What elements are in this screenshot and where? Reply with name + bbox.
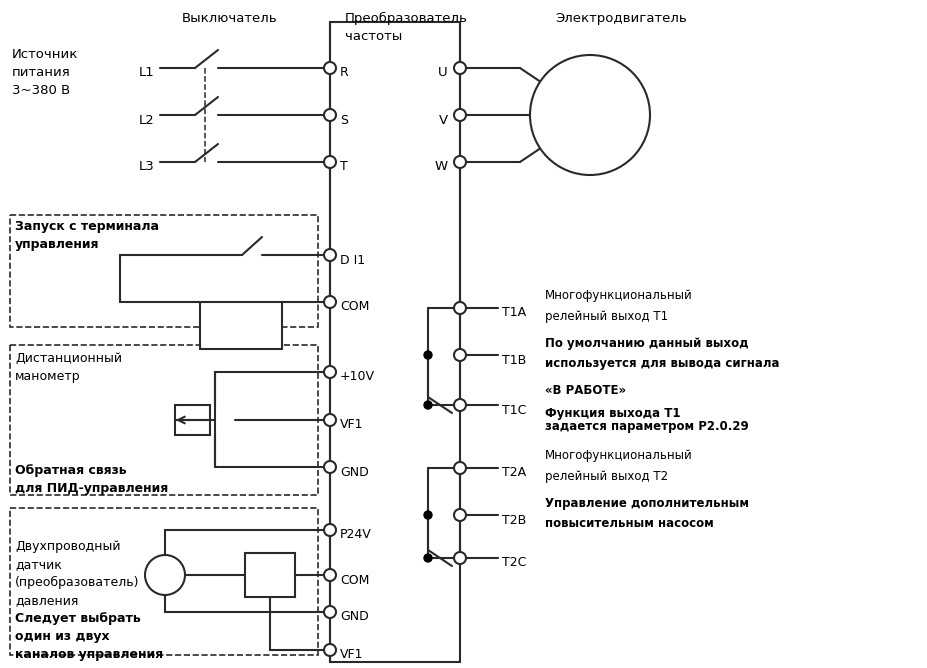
Bar	[175, 405, 210, 435]
Text: T: T	[339, 160, 348, 174]
Text: VF1: VF1	[339, 649, 363, 661]
Circle shape	[324, 62, 336, 74]
Circle shape	[324, 644, 336, 656]
Circle shape	[424, 554, 432, 562]
Circle shape	[324, 249, 336, 261]
Text: W: W	[435, 160, 448, 174]
Circle shape	[529, 55, 649, 175]
Bar	[200, 302, 282, 349]
Text: Двухпроводный
датчик
(преобразователь)
давления: Двухпроводный датчик (преобразователь) д…	[15, 540, 139, 607]
Text: R: R	[339, 67, 349, 79]
Text: релейный выход Т2: релейный выход Т2	[544, 470, 667, 483]
Circle shape	[424, 401, 432, 409]
Bar	[10, 508, 318, 655]
Text: «В РАБОТЕ»: «В РАБОТЕ»	[544, 384, 626, 397]
Circle shape	[324, 606, 336, 618]
Text: По умолчанию данный выход: По умолчанию данный выход	[544, 337, 748, 350]
Text: +: +	[158, 556, 168, 570]
Bar	[245, 553, 295, 597]
Text: T2C: T2C	[502, 556, 526, 570]
Text: Выключатель: Выключатель	[182, 12, 277, 25]
Circle shape	[453, 552, 465, 564]
Text: T2A: T2A	[502, 466, 526, 480]
Text: L2: L2	[139, 114, 155, 126]
Circle shape	[453, 349, 465, 361]
Text: Дистанционный
манометр: Дистанционный манометр	[15, 352, 121, 383]
Text: повысительным насосом: повысительным насосом	[544, 517, 713, 530]
Text: Обратная связь
для ПИД-управления: Обратная связь для ПИД-управления	[15, 464, 168, 495]
Circle shape	[453, 109, 465, 121]
Text: VF1: VF1	[339, 418, 363, 432]
Text: используется для вывода сигнала: используется для вывода сигнала	[544, 357, 779, 370]
Text: задается параметром Р2.0.29: задается параметром Р2.0.29	[544, 420, 748, 433]
Text: U: U	[438, 67, 448, 79]
Text: V: V	[438, 114, 448, 126]
Circle shape	[453, 462, 465, 474]
Text: +10V: +10V	[339, 371, 375, 383]
Circle shape	[324, 296, 336, 308]
Circle shape	[424, 351, 432, 359]
Text: GND: GND	[339, 611, 368, 623]
Bar	[10, 345, 318, 495]
Text: D I1: D I1	[339, 253, 364, 267]
Text: Функция выхода Т1: Функция выхода Т1	[544, 407, 679, 420]
Bar	[10, 215, 318, 327]
Circle shape	[453, 399, 465, 411]
Text: Запуск с терминала
управления: Запуск с терминала управления	[15, 220, 159, 251]
Text: −: −	[158, 578, 168, 591]
Text: Многофункциональный: Многофункциональный	[544, 449, 692, 462]
Circle shape	[424, 511, 432, 519]
Circle shape	[145, 555, 184, 595]
Circle shape	[324, 569, 336, 581]
Text: COM: COM	[339, 301, 369, 313]
Circle shape	[453, 156, 465, 168]
Bar	[330, 22, 460, 662]
Text: Управление дополнительным: Управление дополнительным	[544, 497, 748, 510]
Text: L1: L1	[139, 67, 155, 79]
Text: T2B: T2B	[502, 514, 526, 526]
Circle shape	[324, 109, 336, 121]
Text: T1C: T1C	[502, 403, 526, 417]
Text: Источник
питания
3~380 В: Источник питания 3~380 В	[12, 48, 78, 97]
Circle shape	[453, 62, 465, 74]
Circle shape	[324, 156, 336, 168]
Text: T1B: T1B	[502, 353, 526, 367]
Text: L3: L3	[139, 160, 155, 174]
Circle shape	[324, 414, 336, 426]
Text: P24V: P24V	[339, 528, 372, 542]
Circle shape	[324, 461, 336, 473]
Text: Следует выбрать
один из двух
каналов управления: Следует выбрать один из двух каналов упр…	[15, 612, 163, 661]
Text: S: S	[339, 114, 348, 126]
Text: релейный выход Т1: релейный выход Т1	[544, 310, 667, 323]
Text: GND: GND	[339, 466, 368, 478]
Text: Электродвигатель: Электродвигатель	[554, 12, 686, 25]
Text: COM: COM	[339, 574, 369, 587]
Circle shape	[324, 366, 336, 378]
Circle shape	[453, 509, 465, 521]
Text: T1A: T1A	[502, 307, 526, 319]
Text: Преобразователь
частоты: Преобразователь частоты	[345, 12, 467, 43]
Text: Многофункциональный: Многофункциональный	[544, 289, 692, 302]
Circle shape	[453, 302, 465, 314]
Circle shape	[324, 524, 336, 536]
